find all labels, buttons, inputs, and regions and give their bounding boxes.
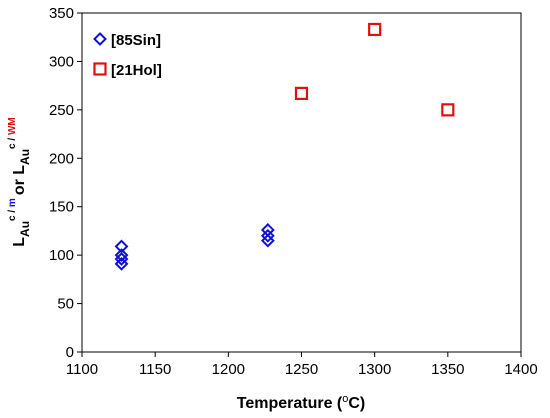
- legend-label-85sin: [85Sin]: [111, 32, 161, 49]
- legend-marker-21hol: [93, 62, 107, 76]
- y-tick-label: 200: [49, 150, 74, 167]
- x-tick-label: 1350: [431, 361, 464, 378]
- x-tick-label: 1300: [358, 361, 391, 378]
- y-tick-label: 50: [57, 296, 74, 313]
- x-axis-title: Temperature (oC): [237, 393, 366, 412]
- y-tick-label: 350: [49, 5, 74, 22]
- legend-marker-85sin-shape: [93, 32, 107, 46]
- y-axis-title: LAuc / mor LAuc / WM: [7, 117, 32, 247]
- x-tick-label: 1250: [285, 361, 318, 378]
- data-point-21hol: [441, 103, 455, 117]
- legend-label-21hol: [21Hol]: [111, 62, 162, 79]
- data-marks: [114, 22, 455, 271]
- plot-area: [81, 12, 522, 353]
- x-tick-label: 1150: [139, 361, 171, 378]
- data-point-21hol: [368, 22, 382, 37]
- data-point-85sin: [260, 228, 275, 243]
- data-point-85sin: [114, 239, 129, 254]
- x-tick-label: 1100: [66, 361, 98, 378]
- data-point-85sin: [114, 252, 129, 266]
- data-point-21hol: [294, 86, 309, 100]
- legend-marker-85sin: [93, 32, 107, 46]
- legend: [85Sin] [21Hol]: [93, 32, 162, 79]
- y-tick-label: 250: [49, 102, 74, 119]
- x-tick-label: 1400: [504, 361, 537, 378]
- data-point-85sin: [114, 248, 129, 263]
- legend-marker-21hol-shape: [93, 62, 107, 76]
- y-tick-label: 300: [49, 53, 74, 70]
- y-tick-label: 150: [49, 199, 74, 216]
- data-point-85sin: [260, 233, 275, 248]
- data-point-85sin: [114, 256, 129, 271]
- y-tick-label: 100: [49, 247, 74, 264]
- x-tick-label: 1200: [212, 361, 245, 378]
- y-tick-label: 0: [66, 344, 74, 361]
- axis-ticks: 1100 1150 1200 1250 1300 1350 1400 0 50 100 150 200…: [49, 5, 538, 378]
